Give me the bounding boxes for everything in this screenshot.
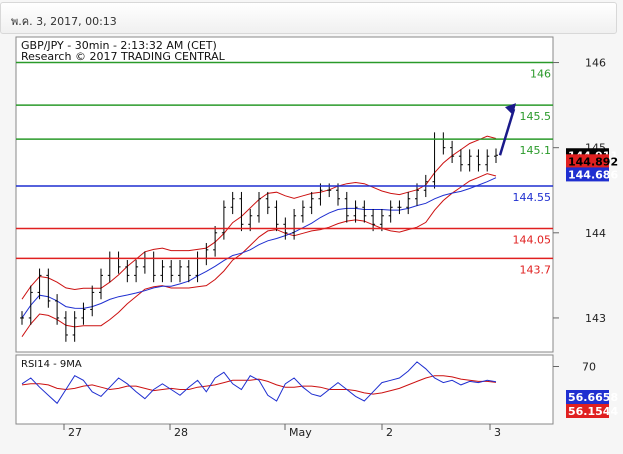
indicator-badge	[566, 390, 609, 404]
indicator-badge	[566, 404, 609, 418]
x-tick-label: 3	[494, 426, 501, 439]
timestamp: พ.ค. 3, 2017, 00:13	[11, 15, 117, 28]
rsi-ma-line	[21, 375, 497, 395]
price-panel	[15, 36, 554, 353]
level-label: 145.1	[520, 144, 552, 157]
level-label: 146	[530, 68, 551, 81]
x-tick-label: 2	[386, 426, 393, 439]
x-tick-label: 27	[68, 426, 82, 439]
indicator-title: RSI14 - 9MA	[21, 359, 82, 370]
level-label: 144.55	[513, 191, 552, 204]
chart-subtitle: Research © 2017 TRADING CENTRAL	[21, 50, 226, 63]
indicator-badge-label: 56.1544	[568, 405, 618, 418]
bollinger-lower-band	[21, 173, 497, 337]
timestamp-bar: พ.ค. 3, 2017, 00:13	[0, 2, 617, 34]
level-label: 143.7	[520, 263, 552, 276]
price-badge	[566, 154, 609, 169]
y-tick-label: 144	[585, 227, 606, 240]
level-label: 144.05	[513, 234, 552, 247]
rsi-line	[21, 361, 497, 405]
indicator-tick-label: 70	[582, 361, 596, 374]
x-tick-label: 28	[174, 426, 188, 439]
moving-average-line	[21, 177, 497, 319]
chart-title: GBP/JPY - 30min - 2:13:32 AM (CET)	[21, 39, 217, 52]
price-badge-label: 144.892	[568, 155, 618, 168]
y-tick-label: 146	[585, 57, 606, 70]
chart: GBP/JPY - 30min - 2:13:32 AM (CET)Resear…	[15, 36, 618, 439]
price-badge-label: 144.686	[568, 168, 618, 181]
indicator-panel	[15, 354, 554, 425]
forecast-arrow	[498, 108, 516, 156]
x-tick-label: May	[289, 426, 312, 439]
y-tick-label: 143	[585, 312, 606, 325]
price-badge	[566, 167, 609, 182]
forecast-arrowhead	[505, 103, 516, 116]
level-label: 145.5	[520, 110, 552, 123]
indicator-badge-label: 56.6658	[568, 391, 618, 404]
